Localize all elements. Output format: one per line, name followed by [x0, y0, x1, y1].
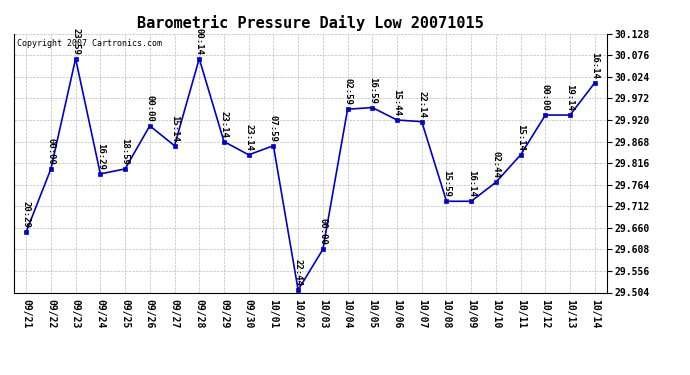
Text: 19:14: 19:14 [566, 84, 575, 111]
Text: Copyright 2007 Cartronics.com: Copyright 2007 Cartronics.com [17, 39, 161, 48]
Text: 00:14: 00:14 [195, 28, 204, 54]
Text: 00:00: 00:00 [46, 138, 55, 165]
Text: 00:00: 00:00 [146, 95, 155, 122]
Text: 22:14: 22:14 [417, 91, 426, 117]
Text: 20:29: 20:29 [21, 201, 30, 228]
Text: 23:59: 23:59 [71, 28, 80, 54]
Text: 16:14: 16:14 [466, 170, 475, 197]
Title: Barometric Pressure Daily Low 20071015: Barometric Pressure Daily Low 20071015 [137, 15, 484, 31]
Text: 18:59: 18:59 [121, 138, 130, 165]
Text: 23:14: 23:14 [219, 111, 228, 137]
Text: 00:00: 00:00 [318, 218, 327, 245]
Text: 22:44: 22:44 [294, 259, 303, 286]
Text: 02:44: 02:44 [491, 151, 500, 178]
Text: 16:29: 16:29 [96, 143, 105, 170]
Text: 02:59: 02:59 [343, 78, 352, 105]
Text: 16:14: 16:14 [591, 52, 600, 78]
Text: 15:59: 15:59 [442, 170, 451, 197]
Text: 00:00: 00:00 [541, 84, 550, 111]
Text: 16:59: 16:59 [368, 76, 377, 104]
Text: 15:44: 15:44 [393, 89, 402, 116]
Text: 07:59: 07:59 [269, 115, 278, 141]
Text: 23:14: 23:14 [244, 124, 253, 151]
Text: 15:14: 15:14 [516, 124, 525, 151]
Text: 15:14: 15:14 [170, 115, 179, 141]
